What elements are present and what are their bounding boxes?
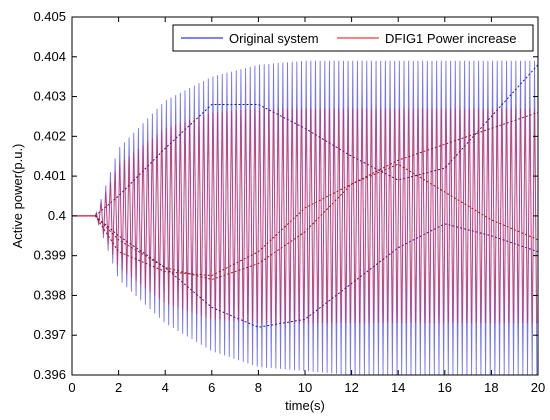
y-tick-label: 0.397	[33, 327, 66, 342]
x-tick-label: 4	[162, 380, 169, 395]
x-tick-label: 10	[298, 380, 312, 395]
x-tick-label: 14	[391, 380, 405, 395]
x-tick-label: 18	[484, 380, 498, 395]
series-layer	[72, 60, 538, 375]
legend-label-original: Original system	[229, 31, 319, 46]
y-tick-label: 0.402	[33, 128, 66, 143]
y-tick-label: 0.398	[33, 287, 66, 302]
x-axis-label: time(s)	[285, 398, 325, 413]
y-tick-label: 0.405	[33, 9, 66, 24]
x-tick-label: 6	[208, 380, 215, 395]
x-tick-label: 2	[115, 380, 122, 395]
x-tick-label: 20	[531, 380, 545, 395]
series-1-beat-upper	[94, 111, 538, 277]
y-axis-label: Active power(p.u.)	[10, 144, 25, 249]
legend-label-dfig1: DFIG1 Power increase	[385, 31, 517, 46]
series-1-oscillation	[94, 108, 538, 324]
ticks-layer: 0 2 4 6 8 10 12 14 16 18 20 0.396 0.397 0.398 0.399 0.4…	[33, 9, 545, 395]
y-tick-label: 0.399	[33, 248, 66, 263]
x-tick-label: 8	[255, 380, 262, 395]
x-tick-label: 16	[438, 380, 452, 395]
y-tick-label: 0.401	[33, 168, 66, 183]
y-tick-label: 0.4	[48, 208, 66, 223]
series-0-beat-upper	[94, 64, 538, 217]
x-tick-label: 12	[344, 380, 358, 395]
y-tick-label: 0.396	[33, 367, 66, 382]
y-tick-label: 0.403	[33, 89, 66, 104]
x-tick-label: 0	[68, 380, 75, 395]
legend: Original system DFIG1 Power increase	[172, 24, 534, 52]
y-tick-label: 0.404	[33, 49, 66, 64]
